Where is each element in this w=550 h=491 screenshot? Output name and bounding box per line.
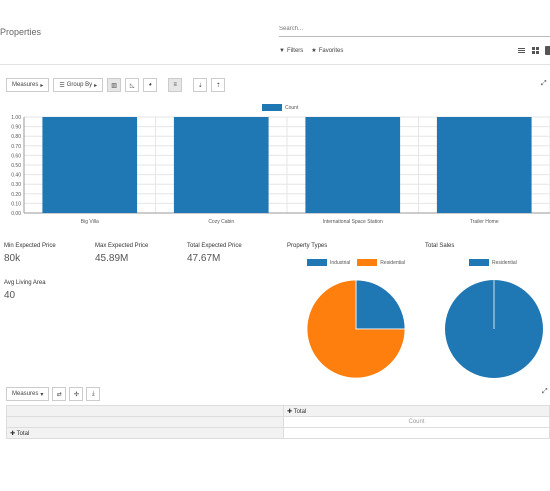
- y-tick-label: 0.60: [11, 153, 21, 159]
- y-tick-label: 0.50: [11, 163, 21, 169]
- kanban-view-icon[interactable]: [531, 46, 540, 55]
- flip-axis-button[interactable]: ⇄: [52, 387, 67, 401]
- pivot-col-header-row: ✚ Total: [6, 405, 550, 417]
- x-tick-label: Big Villa: [81, 219, 99, 225]
- y-tick-label: 0.00: [11, 211, 21, 217]
- dashboard-view-icon[interactable]: [545, 46, 550, 55]
- legend-swatch: [307, 259, 327, 266]
- exchange-icon: ⇄: [56, 391, 62, 398]
- y-tick-label: 0.30: [11, 182, 21, 188]
- caret-down-icon: ▾: [40, 391, 44, 398]
- y-tick-label: 0.10: [11, 201, 21, 207]
- pie-property-types-title: Property Types: [287, 243, 328, 249]
- legend-label: Industrial: [330, 259, 351, 266]
- list-icon: ☰: [59, 82, 65, 89]
- database-icon: ≡: [173, 82, 177, 88]
- bar[interactable]: [173, 117, 269, 213]
- sort-descending-button[interactable]: ⇣: [193, 78, 208, 92]
- filters-button[interactable]: ▼ Filters: [279, 47, 304, 54]
- legend-swatch: [357, 259, 378, 266]
- y-tick-label: 0.90: [11, 125, 21, 131]
- pie-property-types-legend: Industrial Residential: [307, 259, 409, 266]
- filter-icon: ▼: [279, 47, 285, 54]
- stacked-button[interactable]: ≡: [168, 78, 183, 92]
- bar[interactable]: [436, 117, 532, 213]
- search-options: ▼ Filters ★ Favorites: [279, 47, 344, 55]
- y-tick-label: 0.20: [11, 192, 21, 198]
- caret-right-icon: ▸: [40, 82, 44, 89]
- x-tick-label: Trailer Home: [470, 219, 499, 225]
- pie-total-sales-title: Total Sales: [425, 243, 455, 249]
- header-divider: [0, 64, 550, 65]
- list-view-icon[interactable]: [517, 46, 526, 55]
- page-title: Properties: [0, 27, 42, 37]
- legend-label: Residential: [492, 259, 517, 266]
- graph-toolbar: Measures ▸ ☰ Group By ▸ ▥ ◺ ◕ ≡ ⇣ ⇡: [6, 78, 226, 92]
- pivot-expand-icon[interactable]: ⤢: [542, 388, 548, 395]
- group-by-button[interactable]: ☰ Group By ▸: [53, 78, 104, 92]
- download-button[interactable]: ⤓: [86, 387, 101, 401]
- favorites-button[interactable]: ★ Favorites: [311, 47, 344, 55]
- measures-button[interactable]: Measures ▸: [6, 78, 50, 92]
- pie-slice: [355, 279, 406, 330]
- pie-total-sales-legend: Residential: [469, 259, 521, 266]
- caret-right-icon: ▸: [94, 82, 98, 89]
- line-chart-icon: ◺: [129, 82, 135, 89]
- expand-icon[interactable]: ⤢: [541, 80, 547, 87]
- pie-chart-button[interactable]: ◕: [143, 78, 158, 92]
- download-icon: ⤓: [92, 390, 95, 397]
- pivot-row-header[interactable]: ✚ Total: [6, 427, 284, 439]
- pie-chart-icon: ◕: [148, 82, 152, 88]
- pivot-cell: [283, 427, 550, 439]
- pivot-measure-header[interactable]: Count: [283, 416, 550, 428]
- sort-asc-icon: ⇡: [215, 82, 221, 89]
- expand-all-button[interactable]: ✣: [69, 387, 84, 401]
- x-tick-label: Cozy Cabin: [208, 219, 234, 225]
- view-switcher: [517, 46, 550, 55]
- kpi-max-price: Max Expected Price 45.89M: [95, 243, 149, 264]
- arrows-icon: ✣: [73, 391, 79, 398]
- legend-label: Residential: [380, 259, 406, 266]
- pie-total-sales: [445, 280, 543, 378]
- sort-ascending-button[interactable]: ⇡: [211, 78, 226, 92]
- bar-chart-legend: Count: [262, 104, 298, 111]
- x-tick-label: International Space Station: [323, 219, 383, 225]
- sort-desc-icon: ⇣: [197, 82, 203, 89]
- search-bar[interactable]: [279, 24, 550, 37]
- y-tick-label: 0.40: [11, 173, 21, 179]
- legend-swatch: [469, 259, 489, 266]
- pivot-col-header[interactable]: ✚ Total: [283, 405, 550, 417]
- pivot-total-row: ✚ Total: [6, 427, 550, 439]
- bar-chart-button[interactable]: ▥: [107, 78, 122, 92]
- kpi-total-price: Total Expected Price 47.67M: [187, 243, 242, 264]
- bar[interactable]: [42, 117, 138, 213]
- pie-slice: [306, 279, 406, 379]
- bar[interactable]: [305, 117, 401, 213]
- bar-chart-icon: ▥: [111, 82, 117, 89]
- plus-icon: ✚: [287, 408, 293, 415]
- pie-property-types: [306, 279, 406, 379]
- bar-chart: 0.00 0.10 0.20 0.30 0.40 0.50 0.60 0.70 0.80 0.90…: [11, 115, 550, 225]
- y-tick-label: 0.70: [11, 144, 21, 150]
- y-tick-label: 1.00: [11, 115, 21, 121]
- legend-label: Count: [285, 104, 299, 111]
- star-icon: ★: [311, 48, 317, 54]
- plus-icon: ✚: [10, 430, 16, 437]
- pivot-toolbar: Measures ▾ ⇄ ✣ ⤓: [6, 387, 101, 401]
- line-chart-button[interactable]: ◺: [125, 78, 140, 92]
- search-input[interactable]: [279, 26, 550, 32]
- kpi-avg-area: Avg Living Area 40: [4, 280, 46, 301]
- y-tick-label: 0.80: [11, 134, 21, 140]
- pivot-measure-row: Count: [6, 416, 550, 428]
- pivot-measures-button[interactable]: Measures ▾: [6, 387, 50, 401]
- pivot-table: ✚ Total Count ✚ Total: [6, 405, 550, 439]
- legend-swatch: [262, 104, 282, 111]
- kpi-min-price: Min Expected Price 80k: [4, 243, 56, 264]
